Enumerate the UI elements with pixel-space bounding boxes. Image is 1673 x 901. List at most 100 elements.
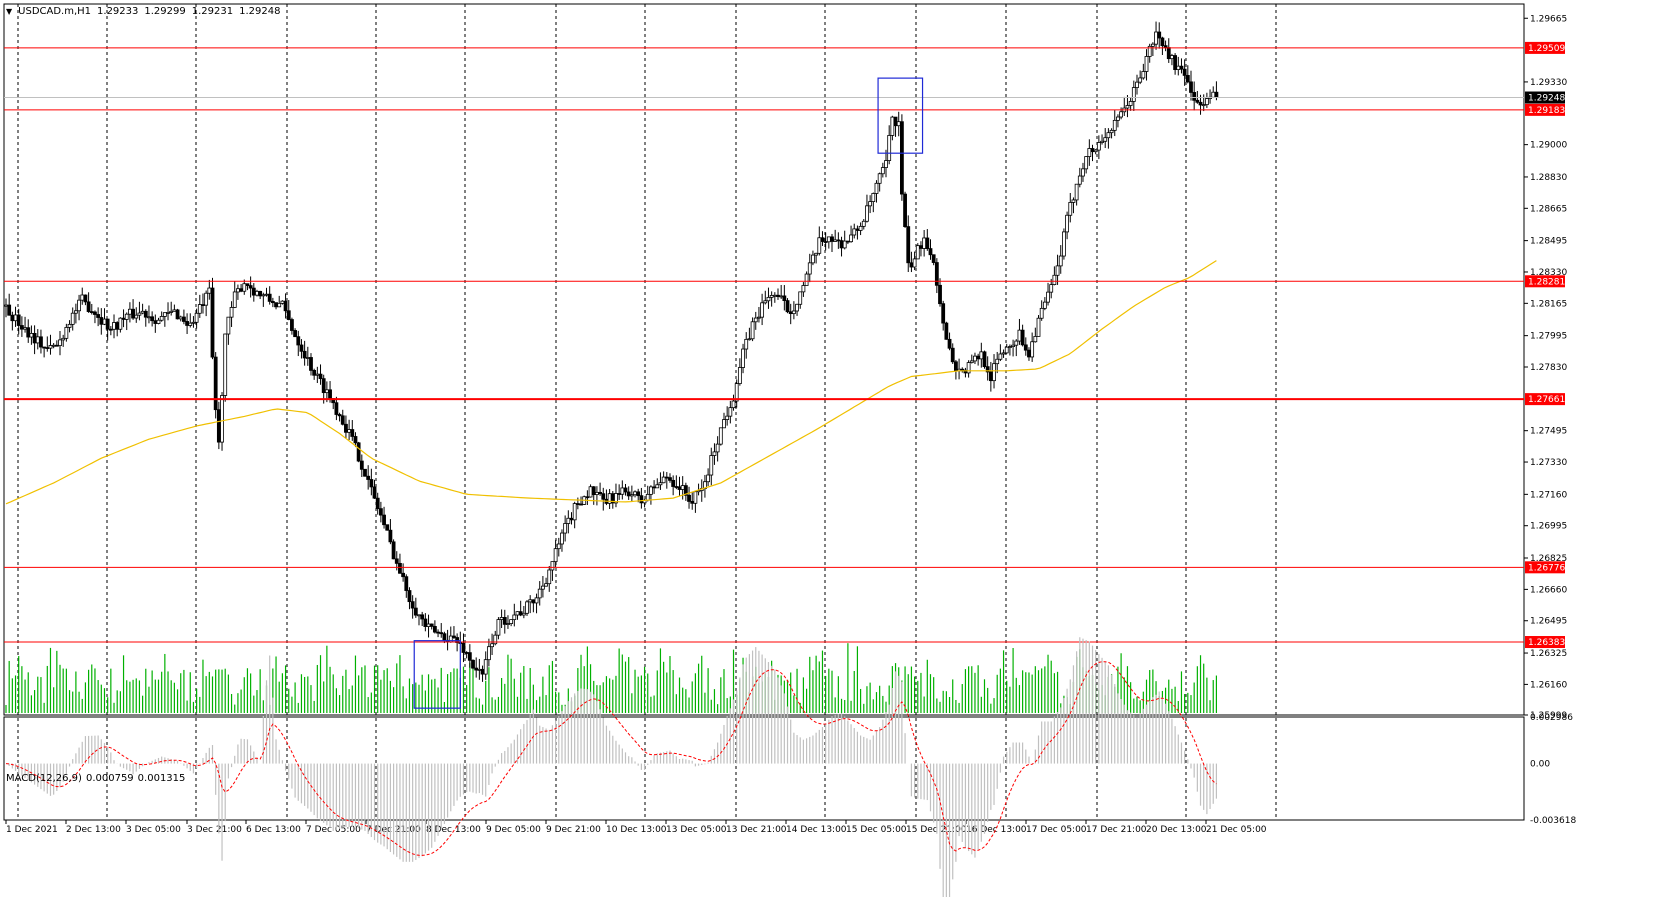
level-price-label: 1.27661 [1528, 395, 1565, 405]
candle-body [896, 121, 901, 127]
price-tick-label: 1.25999 [1530, 711, 1567, 721]
candle-body [737, 367, 742, 385]
candle-body [1201, 104, 1206, 107]
candle-body [391, 541, 396, 560]
time-tick-label: 13 Dec 21:00 [726, 825, 787, 835]
candle-body [159, 316, 164, 321]
candle-body [598, 491, 602, 495]
candle-body [61, 337, 66, 341]
candle-body [1058, 255, 1063, 267]
candle-body [734, 383, 739, 402]
candle-body [509, 619, 514, 624]
candle-body [820, 237, 825, 242]
macd-signal-line [5, 661, 1217, 856]
time-tick-label: 9 Dec 05:00 [486, 825, 541, 835]
price-tick-label: 1.26325 [1530, 649, 1567, 659]
candle-body [1055, 265, 1060, 276]
current-price-label: 1.29248 [1528, 94, 1565, 104]
candle-body [175, 309, 180, 320]
candle-body [506, 623, 510, 625]
candle-body [690, 501, 695, 504]
candle-body [42, 346, 47, 349]
candle-body [251, 287, 256, 296]
dropdown-arrow-icon[interactable]: ▼ [6, 7, 13, 16]
candle-body [432, 626, 437, 633]
candle-body [807, 262, 812, 275]
candle-body [378, 508, 383, 516]
candle-body [70, 312, 75, 325]
candle-body [1135, 81, 1139, 88]
candle-body [1042, 301, 1047, 309]
candle-body [337, 414, 342, 417]
time-tick-label: 1 Dec 2021 [6, 825, 58, 835]
candle-body [795, 303, 799, 312]
candle-body [115, 322, 120, 330]
time-tick-label: 8 Dec 13:00 [426, 825, 481, 835]
candle-body [982, 351, 987, 368]
candle-body [925, 237, 930, 249]
candle-body [426, 623, 431, 627]
candle-body [839, 240, 844, 249]
candle-body [677, 486, 682, 490]
candle-body [915, 245, 920, 260]
time-tick-label: 20 Dec 13:00 [1146, 825, 1207, 835]
candle-body [67, 323, 72, 328]
candle-body [826, 236, 831, 243]
candle-body [772, 294, 777, 297]
high-value: 1.29299 [144, 6, 186, 17]
macd-value: 0.000759 [85, 773, 134, 784]
candle-body [1090, 148, 1095, 153]
candle-body [312, 369, 317, 376]
candle-body [1195, 99, 1200, 103]
candle-body [709, 455, 714, 476]
candle-body [629, 494, 634, 497]
candle-body [153, 320, 158, 324]
candle-body [938, 284, 942, 305]
candle-body [1170, 55, 1174, 60]
candle-body [817, 237, 822, 254]
price-tick-label: 1.29330 [1530, 78, 1567, 88]
price-tick-label: 1.27995 [1530, 332, 1567, 342]
candle-body [490, 643, 494, 648]
candle-body [328, 389, 332, 399]
candle-body [585, 496, 590, 499]
candle-body [633, 491, 637, 496]
candle-body [741, 348, 745, 368]
time-tick-label: 21 Dec 05:00 [1206, 825, 1267, 835]
main-pane-frame [3, 3, 1525, 716]
candle-body [258, 290, 263, 297]
candle-body [394, 558, 399, 564]
candle-body [763, 300, 768, 304]
macd-name: MACD(12,26,9) [6, 773, 82, 784]
candle-body [842, 240, 847, 249]
candle-body [499, 617, 504, 620]
highlight-box [413, 640, 461, 709]
candle-body [296, 336, 301, 346]
candle-body [515, 611, 520, 616]
candle-body [1116, 116, 1120, 121]
candle-body [220, 395, 224, 443]
candle-body [340, 415, 345, 425]
candle-body [128, 308, 132, 315]
candle-body [318, 373, 323, 380]
candle-body [1131, 87, 1136, 102]
candle-body [779, 295, 784, 298]
candle-body [547, 569, 552, 585]
candle-body [569, 517, 574, 521]
candle-body [150, 316, 155, 322]
candle-body [1160, 37, 1165, 47]
candle-body [947, 338, 952, 349]
candle-body [26, 327, 31, 338]
candle-body [267, 293, 272, 302]
candle-body [363, 468, 367, 477]
candle-body [452, 635, 456, 638]
candle-body [242, 283, 247, 292]
candle-body [420, 614, 425, 620]
candle-body [429, 623, 434, 627]
candle-body [417, 614, 421, 617]
candle-body [169, 310, 174, 313]
candle-body [861, 220, 866, 227]
candle-body [912, 258, 917, 268]
